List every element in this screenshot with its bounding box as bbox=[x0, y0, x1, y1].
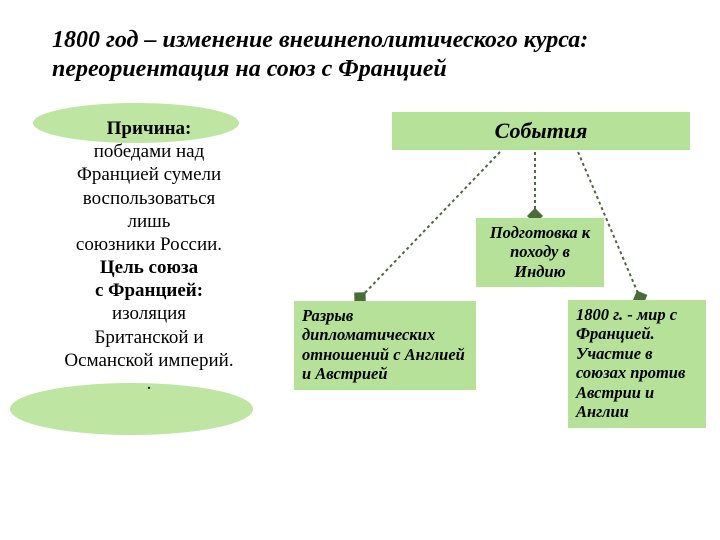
event-left: Разрыв дипломатических отношений с Англи… bbox=[294, 301, 476, 390]
goal-line: Османской империй. bbox=[30, 349, 268, 372]
cause-line: Францией сумели bbox=[30, 163, 268, 186]
goal-line: Британской и bbox=[30, 326, 268, 349]
event-mid: Подготовка к походу в Индию bbox=[476, 218, 604, 287]
events-header: События bbox=[392, 112, 690, 150]
trailing-dot: . bbox=[30, 372, 268, 395]
goal-line: изоляция bbox=[30, 302, 268, 325]
event-right: 1800 г. - мир с Францией. Участие в союз… bbox=[568, 300, 706, 428]
cause-line: союзники России. bbox=[30, 233, 268, 256]
cause-head: Причина: bbox=[30, 117, 268, 140]
cause-block: Причина: победами над Францией сумели во… bbox=[24, 109, 274, 405]
page-title: 1800 год – изменение внешнеполитического… bbox=[52, 26, 672, 84]
goal-head-line: Цель союза bbox=[30, 256, 268, 279]
cause-line: воспользоваться bbox=[30, 187, 268, 210]
cause-line: победами над bbox=[30, 140, 268, 163]
cause-line: лишь bbox=[30, 210, 268, 233]
goal-head-line: с Францией: bbox=[30, 279, 268, 302]
